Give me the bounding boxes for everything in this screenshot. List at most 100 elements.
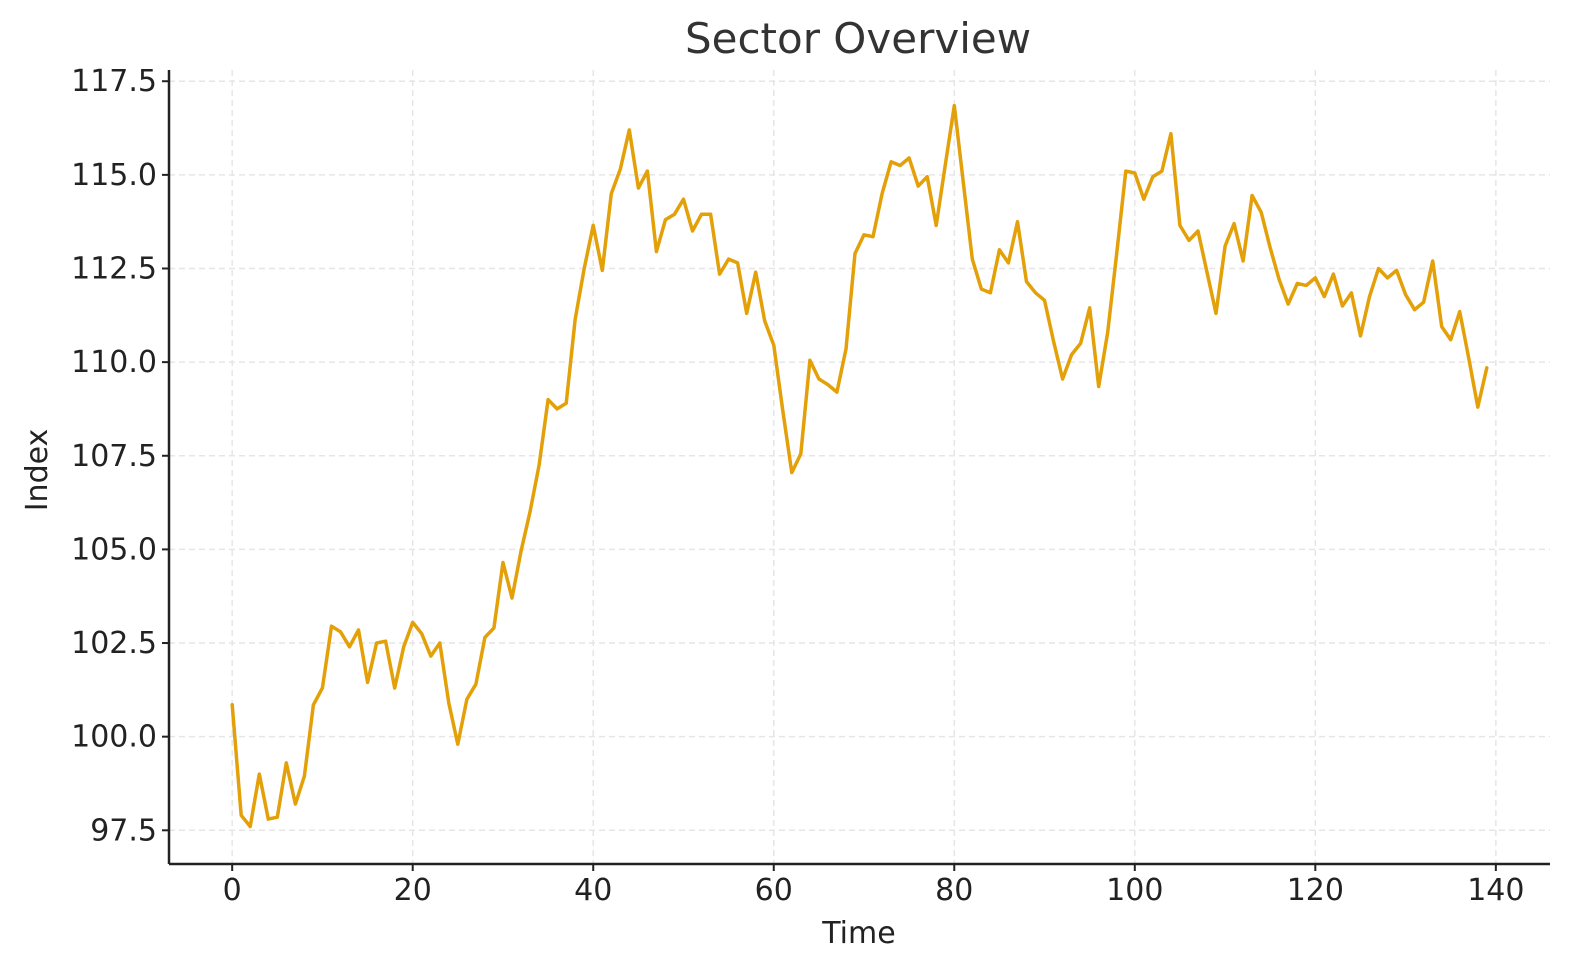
- x-tick-label: 20: [394, 873, 432, 908]
- data-point: [1070, 353, 1073, 356]
- data-point: [303, 774, 306, 778]
- y-tick-label: 97.5: [90, 813, 157, 848]
- data-point: [1485, 366, 1489, 370]
- x-axis-label: Time: [821, 916, 895, 951]
- data-point: [1169, 132, 1173, 136]
- data-point: [1449, 338, 1453, 342]
- data-point: [483, 636, 487, 639]
- data-point: [420, 632, 424, 636]
- data-point: [248, 825, 252, 828]
- data-point: [1232, 222, 1236, 226]
- data-point: [1350, 291, 1353, 295]
- data-point: [429, 654, 433, 658]
- x-tick-label: 80: [935, 873, 973, 908]
- data-point: [889, 160, 893, 164]
- data-point: [1061, 377, 1064, 381]
- data-point: [591, 224, 595, 227]
- data-point: [447, 701, 451, 705]
- data-point: [1142, 197, 1146, 201]
- data-point: [943, 164, 947, 167]
- data-point: [1088, 306, 1092, 310]
- data-point: [1133, 171, 1137, 175]
- data-point: [1404, 293, 1407, 297]
- gridlines: [169, 70, 1550, 864]
- data-point: [808, 358, 812, 362]
- data-point: [1368, 295, 1371, 298]
- data-point: [718, 272, 721, 276]
- data-point: [1025, 280, 1028, 283]
- data-point: [357, 628, 360, 632]
- data-point: [1304, 284, 1308, 287]
- data-point: [1259, 210, 1263, 214]
- data-point: [934, 224, 938, 227]
- data-point: [790, 471, 794, 474]
- data-point: [1052, 340, 1055, 343]
- data-point: [1034, 291, 1037, 295]
- data-point: [1332, 272, 1335, 276]
- data-point: [727, 257, 730, 261]
- data-point: [1440, 325, 1444, 328]
- data-point: [600, 269, 604, 272]
- data-point: [682, 197, 685, 201]
- data-point: [321, 686, 324, 690]
- data-point: [1359, 334, 1362, 338]
- data-point: [1079, 342, 1082, 345]
- data-point: [375, 641, 378, 645]
- data-point: [528, 510, 532, 514]
- data-point: [275, 815, 279, 819]
- data-point: [465, 697, 469, 701]
- y-tick-label: 112.5: [71, 252, 157, 287]
- data-point: [294, 802, 297, 806]
- x-tick-label: 100: [1106, 873, 1163, 908]
- data-point: [655, 250, 658, 254]
- data-point: [871, 235, 875, 239]
- data-point: [763, 319, 767, 323]
- data-point: [564, 401, 568, 405]
- data-point: [817, 377, 821, 381]
- data-point: [1178, 224, 1182, 227]
- data-point: [239, 813, 243, 817]
- data-point: [709, 212, 712, 216]
- data-point: [952, 104, 956, 107]
- data-point: [582, 267, 586, 270]
- data-point: [998, 248, 1001, 252]
- data-point: [609, 192, 613, 196]
- data-point: [835, 390, 839, 394]
- y-tick-label: 115.0: [71, 158, 157, 193]
- data-point: [537, 463, 541, 467]
- x-tick-label: 140: [1467, 873, 1524, 908]
- data-point: [257, 772, 261, 776]
- chart-title: Sector Overview: [685, 14, 1031, 63]
- data-point: [1241, 259, 1245, 263]
- data-point: [880, 192, 884, 196]
- data-point: [474, 682, 478, 686]
- data-point: [1476, 405, 1480, 409]
- data-point: [1322, 295, 1326, 298]
- data-point: [312, 703, 315, 707]
- data-point: [1151, 175, 1155, 179]
- data-point: [492, 626, 496, 630]
- data-point: [1250, 194, 1254, 197]
- data-point: [736, 261, 739, 265]
- data-point: [1124, 169, 1128, 173]
- data-point: [916, 184, 920, 188]
- data-point: [961, 181, 965, 184]
- series-points: [230, 104, 1489, 828]
- data-point: [284, 761, 288, 765]
- y-tick-label: 105.0: [71, 532, 157, 567]
- x-tick-label: 40: [574, 873, 612, 908]
- data-point: [339, 630, 342, 634]
- data-point: [1295, 282, 1299, 285]
- data-point: [384, 639, 387, 643]
- y-tick-label: 100.0: [71, 720, 157, 755]
- data-point: [1377, 267, 1380, 270]
- data-point: [1431, 259, 1435, 263]
- data-point: [266, 817, 270, 821]
- series-line: [230, 103, 1489, 829]
- data-point: [799, 452, 803, 456]
- data-point: [1115, 252, 1119, 255]
- data-point: [393, 686, 397, 690]
- y-tick-label: 117.5: [71, 64, 157, 99]
- data-point: [989, 291, 992, 295]
- data-point: [1016, 220, 1019, 224]
